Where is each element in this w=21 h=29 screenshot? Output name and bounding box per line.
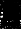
Text: VEHICLE CONTROL SYSTEM 100: VEHICLE CONTROL SYSTEM 100 — [0, 0, 13, 29]
Bar — [6, 14, 8, 17]
Text: MEDIA ACCESS
DEVICE
130: MEDIA ACCESS DEVICE 130 — [0, 0, 21, 29]
Bar — [12, 5, 14, 9]
Bar — [11, 14, 13, 17]
Text: DISPLAY
(OPTIONAL)
170: DISPLAY (OPTIONAL) 170 — [0, 0, 21, 29]
Text: COMMUNICATION
DEVICE
(OPTIONAL)
180: COMMUNICATION DEVICE (OPTIONAL) 180 — [0, 0, 21, 29]
Text: TERRAIN
COMPENSATION
MODULE
140: TERRAIN COMPENSATION MODULE 140 — [0, 0, 21, 29]
Bar — [4, 18, 5, 20]
Text: FIGURE 1A: FIGURE 1A — [3, 0, 21, 26]
Text: DGPS ANTENNA
181: DGPS ANTENNA 181 — [0, 0, 21, 21]
Bar — [14, 5, 16, 9]
Bar — [5, 7, 18, 24]
Text: POSITION
CORRECTION SYSTEM
180
(OPTIONAL): POSITION CORRECTION SYSTEM 180 (OPTIONAL… — [0, 0, 21, 29]
Text: CONNECTOR
55: CONNECTOR 55 — [0, 0, 21, 27]
Text: 109: 109 — [7, 0, 21, 14]
Bar — [11, 4, 16, 9]
Text: POSITION
DETERMINING
SYSTEM
110: POSITION DETERMINING SYSTEM 110 — [0, 0, 21, 29]
Text: 100: 100 — [3, 14, 21, 29]
Bar — [16, 15, 17, 17]
Text: 108: 108 — [5, 4, 21, 19]
Bar — [13, 10, 15, 13]
Bar — [8, 14, 10, 17]
Text: GUIDANCE
SYSTEM
120: GUIDANCE SYSTEM 120 — [0, 0, 21, 29]
Bar — [13, 14, 15, 17]
Text: DATA STORAGE
DEVICE
(OPTIONAL)
150: DATA STORAGE DEVICE (OPTIONAL) 150 — [0, 0, 21, 29]
Text: 115: 115 — [11, 0, 21, 14]
Bar — [8, 10, 10, 13]
Text: ANTENNA
102: ANTENNA 102 — [0, 5, 21, 29]
Text: IO PORT
45: IO PORT 45 — [0, 2, 21, 29]
Text: USER
INTERFACE
160: USER INTERFACE 160 — [0, 0, 21, 29]
Bar — [6, 10, 8, 13]
Text: DGPS RECEIVER
182: DGPS RECEIVER 182 — [0, 0, 21, 21]
Bar — [11, 10, 13, 13]
Bar — [16, 12, 17, 14]
